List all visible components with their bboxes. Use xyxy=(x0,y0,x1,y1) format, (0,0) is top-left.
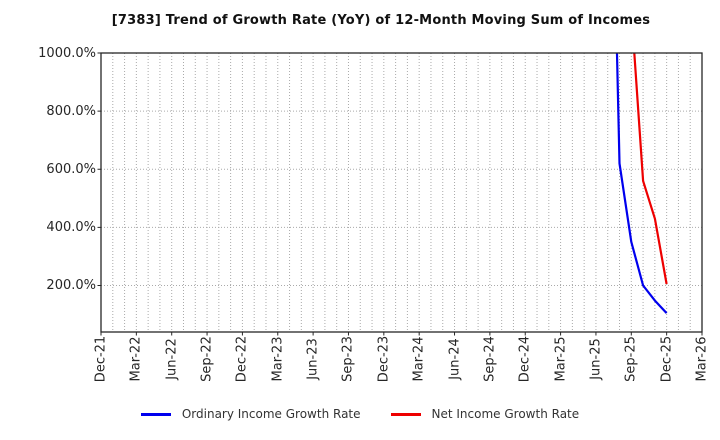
x-tick-label: Mar-24 xyxy=(411,336,427,382)
chart-title: [7383] Trend of Growth Rate (YoY) of 12-… xyxy=(111,13,651,28)
x-tick-label: Jun-22 xyxy=(164,338,180,380)
legend-line-sample-ordinary-icon xyxy=(140,412,171,416)
gridlines xyxy=(100,53,703,332)
plot-border xyxy=(100,52,703,333)
x-tick-label: Jun-24 xyxy=(447,338,463,380)
x-tick-label: Dec-21 xyxy=(93,335,109,383)
x-tick-label: Dec-23 xyxy=(376,335,392,383)
x-tick-label: Mar-25 xyxy=(553,336,569,382)
x-tick-label: Sep-25 xyxy=(623,336,639,382)
x-tick-label: Sep-24 xyxy=(482,336,498,382)
series-line-net-income xyxy=(633,53,668,285)
series-line-ordinary-income xyxy=(615,53,668,314)
x-tick-label: Jun-23 xyxy=(305,338,321,380)
x-tick-label: Sep-22 xyxy=(199,336,215,382)
y-tick-label: 200.0% xyxy=(46,278,96,293)
x-tick-label: Sep-23 xyxy=(340,336,356,382)
y-tick-label: 400.0% xyxy=(46,219,96,235)
legend: Ordinary Income Growth Rate Net Income G… xyxy=(0,403,720,425)
x-tick-label: Dec-25 xyxy=(659,335,675,383)
x-tick-label: Dec-22 xyxy=(234,335,250,383)
axis-ticks xyxy=(97,52,703,336)
legend-label-net-income: Net Income Growth Rate xyxy=(431,407,580,421)
y-tick-label: 800.0% xyxy=(46,103,96,119)
x-tick-label: Mar-23 xyxy=(270,336,286,382)
y-tick-label: 600.0% xyxy=(46,161,96,177)
y-tick-label: 1000.0% xyxy=(38,45,96,61)
x-tick-label: Mar-22 xyxy=(128,336,144,382)
legend-line-sample-net-icon xyxy=(390,412,421,416)
legend-label-ordinary-income: Ordinary Income Growth Rate xyxy=(181,407,361,421)
x-tick-label: Dec-24 xyxy=(517,335,533,383)
legend-item-net-income: Net Income Growth Rate xyxy=(390,407,580,421)
x-tick-label: Mar-26 xyxy=(694,336,710,382)
x-tick-label: Jun-25 xyxy=(588,338,604,380)
legend-item-ordinary-income: Ordinary Income Growth Rate xyxy=(140,407,361,421)
